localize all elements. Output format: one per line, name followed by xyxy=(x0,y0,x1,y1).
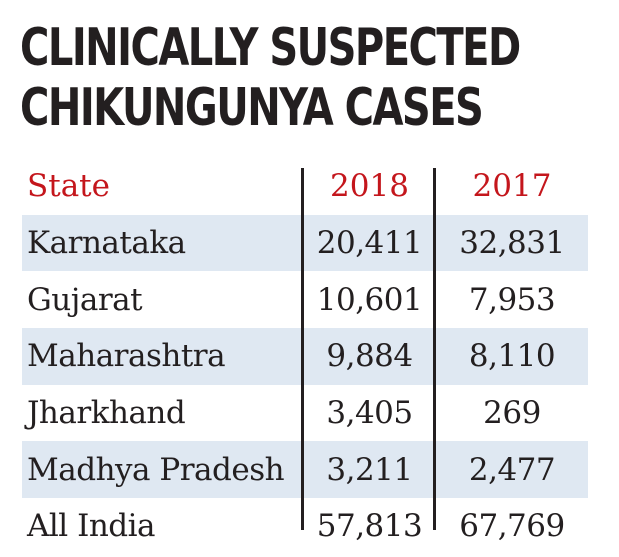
state-cell: Gujarat xyxy=(27,281,143,318)
state-cell: All India xyxy=(27,508,156,545)
table-row: Karnataka 20,411 32,831 xyxy=(22,214,588,272)
column-divider-2 xyxy=(433,168,436,530)
table-row: Maharashtra 9,884 8,110 xyxy=(22,328,588,385)
value-2017-cell: 7,953 xyxy=(468,281,556,318)
cases-table: State 2018 2017 Karnataka 20,411 32,831 … xyxy=(22,158,588,555)
value-2018-cell: 20,411 xyxy=(303,214,436,272)
value-2017-cell: 67,769 xyxy=(459,508,565,545)
value-2018-cell: 10,601 xyxy=(316,281,423,318)
table-row: Jharkhand 3,405 269 xyxy=(22,385,588,442)
value-2018-cell: 9,884 xyxy=(303,328,436,385)
value-2017-cell: 269 xyxy=(483,395,541,432)
state-cell: Karnataka xyxy=(22,214,303,272)
table-row: All India 57,813 67,769 xyxy=(22,498,588,555)
chart-title: CLINICALLY SUSPECTED CHIKUNGUNYA CASES xyxy=(20,18,521,138)
column-divider-1 xyxy=(301,168,304,530)
title-line-2: CHIKUNGUNYA CASES xyxy=(20,78,484,138)
state-cell: Madhya Pradesh xyxy=(22,441,303,499)
column-header-2018: 2018 xyxy=(330,168,409,205)
value-2018-cell: 3,405 xyxy=(326,395,413,432)
header-row: State 2018 2017 xyxy=(22,158,588,215)
value-2018-cell: 57,813 xyxy=(316,508,423,545)
table-row: Madhya Pradesh 3,211 2,477 xyxy=(22,441,588,499)
column-header-state: State xyxy=(27,168,110,205)
data-table-container: State 2018 2017 Karnataka 20,411 32,831 … xyxy=(22,158,588,555)
table-row: Gujarat 10,601 7,953 xyxy=(22,271,588,328)
value-2017-cell: 32,831 xyxy=(436,214,588,272)
title-line-1: CLINICALLY SUSPECTED xyxy=(20,18,521,78)
state-cell: Maharashtra xyxy=(22,328,303,385)
value-2017-cell: 2,477 xyxy=(436,441,588,499)
column-header-2017: 2017 xyxy=(472,168,552,205)
state-cell: Jharkhand xyxy=(27,395,186,432)
value-2018-cell: 3,211 xyxy=(303,441,436,499)
value-2017-cell: 8,110 xyxy=(436,328,588,385)
